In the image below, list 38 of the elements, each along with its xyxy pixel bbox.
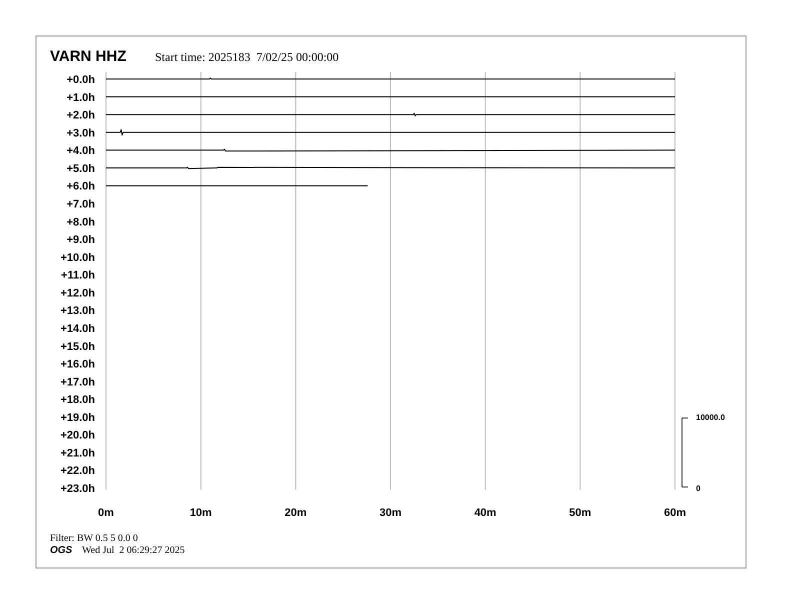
y-tick-label: +5.0h	[66, 162, 96, 175]
y-tick-label: +9.0h	[66, 234, 96, 246]
y-tick-label: +20.0h	[60, 430, 96, 442]
chart-subtitle: Start time: 2025183 7/02/25 00:00:00	[155, 50, 339, 64]
y-tick-label: +7.0h	[66, 198, 96, 210]
y-tick-label: +23.0h	[60, 483, 96, 496]
text: Wed Jul 2 06:29:27 2025	[82, 545, 185, 556]
x-tick-label: 20m	[284, 507, 307, 519]
y-tick-label: +0.0h	[66, 74, 96, 86]
text: Filter: BW 0.5 5 0.0 0	[50, 533, 138, 544]
y-tick-label: +4.0h	[66, 145, 96, 158]
y-tick-label: +13.0h	[60, 305, 96, 318]
y-tick-label: +18.0h	[60, 394, 96, 406]
text: 10000.0	[696, 413, 726, 422]
y-tick-label: +2.0h	[66, 110, 96, 122]
y-tick-label: +11.0h	[61, 270, 96, 282]
y-tick-label: +1.0h	[66, 92, 96, 104]
y-tick-label: +12.0h	[60, 287, 96, 300]
y-tick-label: +22.0h	[60, 465, 96, 478]
y-tick-label: +21.0h	[60, 447, 96, 460]
x-tick-label: 10m	[190, 507, 212, 519]
y-tick-label: +15.0h	[60, 340, 96, 353]
y-tick-label: +10.0h	[60, 252, 96, 264]
y-tick-label: +19.0h	[60, 412, 96, 424]
y-tick-label: +3.0h	[66, 127, 96, 140]
x-tick-label: 60m	[664, 507, 686, 519]
y-tick-label: +14.0h	[60, 322, 96, 335]
x-tick-label: 40m	[474, 507, 497, 519]
chart-title: VARN HHZ	[50, 48, 126, 65]
text: OGS	[50, 545, 73, 556]
text: 0	[696, 484, 701, 493]
y-tick-label: +8.0h	[66, 216, 96, 228]
x-tick-label: 0m	[98, 507, 114, 519]
y-tick-label: +17.0h	[60, 376, 96, 388]
x-tick-label: 50m	[569, 507, 592, 519]
x-tick-label: 30m	[379, 507, 402, 519]
y-tick-label: +16.0h	[60, 358, 96, 371]
y-tick-label: +6.0h	[66, 180, 96, 193]
